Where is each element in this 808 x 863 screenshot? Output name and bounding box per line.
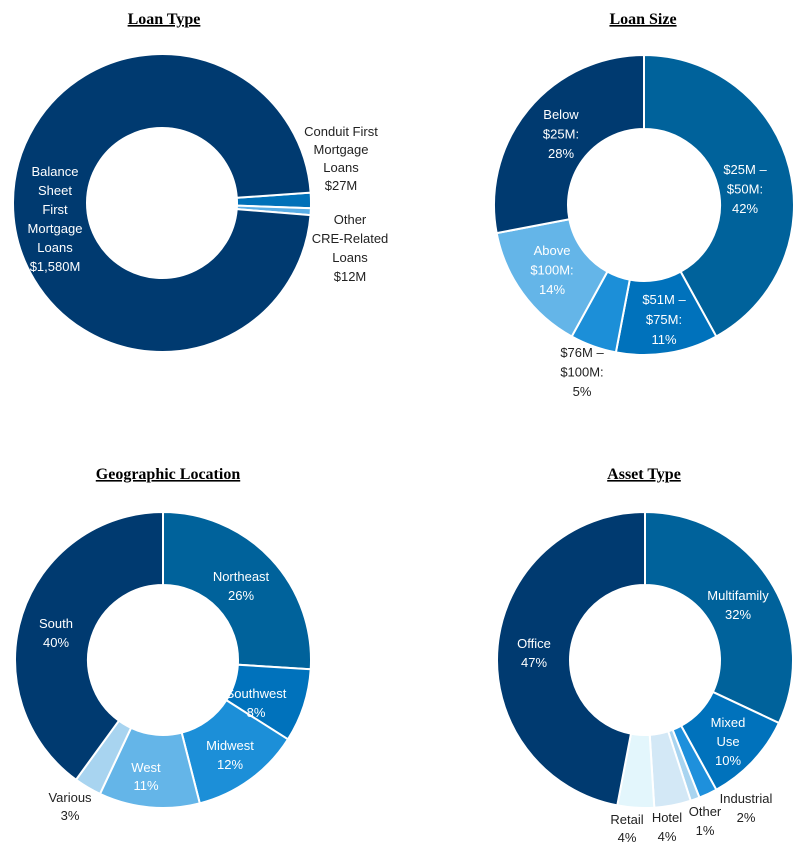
slice-northeast bbox=[162, 510, 312, 671]
data-label-line: $100M: bbox=[560, 365, 603, 380]
data-label-line: Multifamily bbox=[707, 588, 769, 603]
data-label: Balance Sheet First Mortgage Loans $1,580M bbox=[28, 164, 83, 274]
data-label-line: Below bbox=[543, 107, 579, 122]
data-label-line: 8% bbox=[247, 705, 266, 720]
data-label-line: Various bbox=[48, 790, 92, 805]
data-label: $76M – $100M: 5% bbox=[560, 345, 604, 399]
data-label-line: 14% bbox=[539, 282, 565, 297]
slice-below-25m bbox=[493, 53, 645, 235]
data-label-line: $25M: bbox=[543, 127, 579, 142]
data-label-line: Sheet bbox=[38, 183, 72, 198]
data-label: Office 47% bbox=[517, 636, 551, 670]
data-label-line: Midwest bbox=[206, 738, 254, 753]
data-label-line: $25M – bbox=[723, 162, 767, 177]
data-label: Below $25M: 28% bbox=[543, 107, 579, 161]
data-label-line: 40% bbox=[43, 635, 69, 650]
data-label: Various 3% bbox=[48, 790, 92, 823]
data-label-line: 32% bbox=[725, 607, 751, 622]
slice-balance-sheet-first-mortgage-loans bbox=[12, 53, 312, 353]
data-label: $25M – $50M: 42% bbox=[723, 162, 767, 216]
data-label: Other 1% bbox=[689, 804, 722, 838]
data-label-line: Mixed bbox=[711, 715, 746, 730]
data-label-line: 26% bbox=[228, 588, 254, 603]
data-label: Conduit First Mortgage Loans $27M bbox=[304, 124, 378, 193]
data-label-line: Northeast bbox=[213, 569, 270, 584]
data-label: South 40% bbox=[39, 616, 73, 650]
data-label: Midwest 12% bbox=[206, 738, 254, 772]
data-label-line: CRE-Related bbox=[312, 231, 389, 246]
data-label-line: $12M bbox=[334, 269, 367, 284]
data-label-line: Retail bbox=[610, 812, 643, 827]
donut-chart-3: Asset Type Multifamily 32% Mixed Use 10% Indus… bbox=[496, 466, 794, 845]
data-label: $51M – $75M: 11% bbox=[642, 292, 686, 347]
data-label-line: Loans bbox=[37, 240, 73, 255]
data-label: Southwest 8% bbox=[226, 686, 287, 720]
data-label-line: 10% bbox=[715, 753, 741, 768]
data-label-line: 3% bbox=[61, 808, 80, 823]
data-label: Mixed Use 10% bbox=[711, 715, 746, 768]
data-label-line: Above bbox=[534, 243, 571, 258]
data-label-line: Mortgage bbox=[28, 221, 83, 236]
data-label-line: 47% bbox=[521, 655, 547, 670]
data-label-line: 4% bbox=[658, 829, 677, 844]
data-label-line: Office bbox=[517, 636, 551, 651]
data-label-line: Industrial bbox=[720, 791, 773, 806]
data-label: Hotel 4% bbox=[652, 810, 682, 844]
data-label: West 11% bbox=[131, 760, 161, 793]
data-label-line: Other bbox=[689, 804, 722, 819]
data-label-line: Loans bbox=[332, 250, 368, 265]
data-label: Northeast 26% bbox=[213, 569, 270, 603]
chart-title: Asset Type bbox=[607, 466, 681, 483]
data-label-line: 4% bbox=[618, 830, 637, 845]
slice--25m-50m bbox=[643, 53, 795, 338]
data-label: Multifamily 32% bbox=[707, 588, 769, 622]
data-label-line: South bbox=[39, 616, 73, 631]
data-label-line: $50M: bbox=[727, 182, 763, 197]
chart-title: Geographic Location bbox=[96, 466, 241, 483]
donut-chart-0: Loan Type Conduit First Mortgage Loans $27M O… bbox=[12, 11, 389, 353]
data-label: Retail 4% bbox=[610, 812, 643, 845]
data-label-line: West bbox=[131, 760, 161, 775]
data-label-line: $100M: bbox=[530, 263, 573, 278]
data-label-line: Other bbox=[334, 212, 367, 227]
donut-chart-2: Geographic Location Northeast 26% Southwest… bbox=[14, 466, 312, 823]
chart-title: Loan Type bbox=[128, 11, 201, 28]
slice-multifamily bbox=[644, 510, 794, 725]
slice-south bbox=[14, 510, 164, 782]
data-label-line: 1% bbox=[696, 823, 715, 838]
data-label-line: 42% bbox=[732, 201, 758, 216]
data-label-line: Loans bbox=[323, 160, 359, 175]
data-label-line: $1,580M bbox=[30, 259, 81, 274]
data-label-line: 11% bbox=[651, 332, 676, 347]
data-label-line: Southwest bbox=[226, 686, 287, 701]
data-label-line: $51M – bbox=[642, 292, 686, 307]
data-label-line: Mortgage bbox=[314, 142, 369, 157]
data-label-line: 2% bbox=[737, 810, 756, 825]
data-label-line: 11% bbox=[133, 778, 158, 793]
data-label: Above $100M: 14% bbox=[530, 243, 573, 297]
data-label-line: First bbox=[42, 202, 68, 217]
data-label-line: $76M – bbox=[560, 345, 604, 360]
data-label: Industrial 2% bbox=[720, 791, 773, 825]
data-label-line: 5% bbox=[573, 384, 592, 399]
data-label-line: $27M bbox=[325, 178, 358, 193]
data-label-line: 12% bbox=[217, 757, 243, 772]
data-label-line: 28% bbox=[548, 146, 574, 161]
data-label-line: Conduit First bbox=[304, 124, 378, 139]
donut-chart-1: Loan Size $25M – $50M: 42% $51M – $75M: 11% $76… bbox=[493, 11, 795, 399]
data-label: Other CRE-Related Loans $12M bbox=[312, 212, 389, 284]
chart-title: Loan Size bbox=[609, 11, 676, 28]
slice-office bbox=[496, 510, 646, 807]
data-label-line: Balance bbox=[32, 164, 79, 179]
data-label-line: Hotel bbox=[652, 810, 682, 825]
data-label-line: Use bbox=[716, 734, 739, 749]
data-label-line: $75M: bbox=[646, 312, 682, 327]
